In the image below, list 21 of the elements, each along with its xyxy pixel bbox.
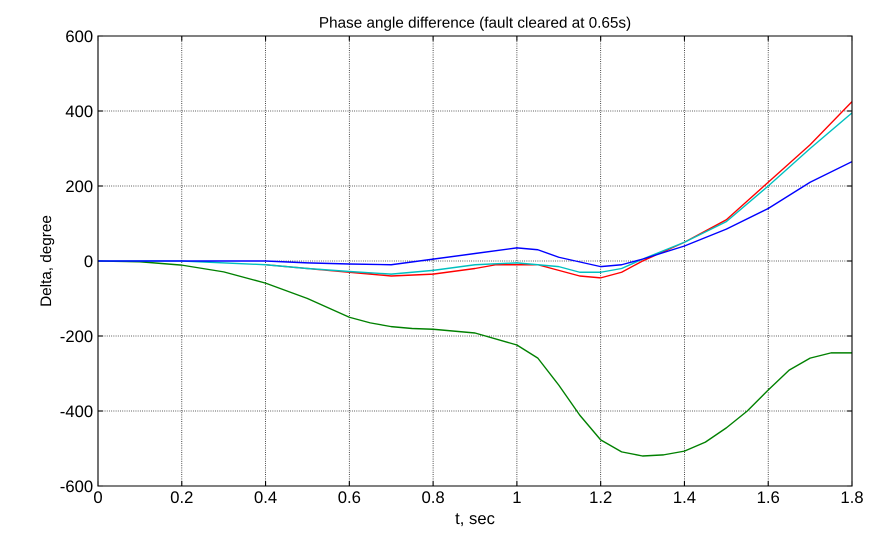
x-axis-title: t, sec [455,513,494,526]
y-tick-label: 200 [66,180,92,192]
y-tick-label: -600 [60,480,92,492]
y-tick-label: 400 [66,105,92,118]
x-tick-label: 0 [94,491,102,504]
chart-title: Phase angle difference (fault cleared at 0.65s) [320,16,630,31]
x-tick-label: 0.6 [338,491,360,504]
x-tick-label: 1.4 [674,491,696,503]
line-series [98,160,852,268]
x-tick-label: 0.2 [170,491,193,504]
y-tick-label: 0 [84,255,92,268]
x-tick-label: 1.6 [758,491,780,504]
y-tick-label: 600 [66,30,92,42]
y-tick-label: -200 [60,330,92,342]
x-tick-label: 1 [514,491,521,503]
x-tick-label: 0.8 [422,491,444,504]
x-tick-label: 0.4 [254,491,277,504]
y-tick-label: -400 [60,405,92,418]
y-axis-title: Delta, degree [40,216,54,306]
x-tick-label: 1.8 [842,491,863,504]
x-tick-label: 1.2 [590,491,612,503]
